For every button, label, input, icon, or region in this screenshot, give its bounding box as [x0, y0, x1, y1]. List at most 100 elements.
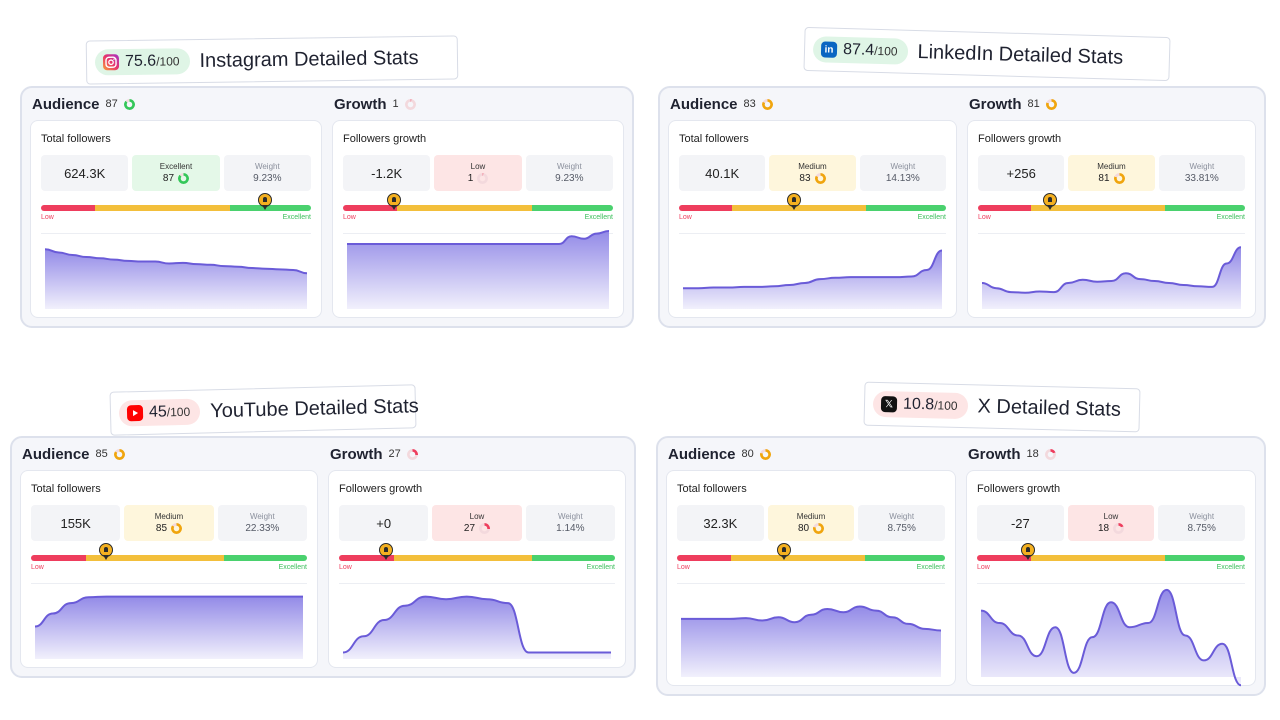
- rating-scale: Low Excellent: [978, 193, 1245, 227]
- rating-label: Medium: [796, 512, 826, 521]
- weight-label: Weight: [1189, 162, 1215, 171]
- metric-rating: Low 18: [1067, 505, 1155, 541]
- weight-label: Weight: [557, 512, 583, 521]
- rating-score-text: 81: [1098, 173, 1110, 184]
- panel-header-instagram: 75.6/100 Instagram Detailed Stats: [85, 35, 459, 85]
- metric-row: -1.2K Low 1 Weight 9.23%: [343, 155, 613, 191]
- scale-excellent-segment: [864, 555, 945, 561]
- audience-title: Audience: [32, 95, 100, 113]
- card-title: Followers growth: [343, 133, 427, 145]
- scale-excellent-segment: [230, 205, 311, 211]
- weight-value: 8.75%: [887, 523, 916, 534]
- overall-score-max: /100: [873, 43, 898, 59]
- rating-scale: Low Excellent: [31, 543, 307, 577]
- growth-section: Growth 1 Followers growth -1.2K Low 1 Weight 9.…: [332, 88, 624, 318]
- growth-score: 27: [388, 448, 401, 460]
- sparkline-area: [681, 606, 941, 677]
- scale-medium-segment: [95, 205, 230, 211]
- audience-score: 87: [105, 98, 118, 110]
- growth-header: Growth 81: [967, 88, 1256, 120]
- score-ring-icon: [479, 523, 491, 534]
- rating-score-text: 18: [1097, 523, 1110, 534]
- score-ring-icon: [1113, 523, 1125, 534]
- avatar-head: [383, 547, 388, 552]
- avatar-marker-icon: [1020, 543, 1035, 560]
- scale-bar: [31, 555, 307, 561]
- avatar-head: [791, 197, 796, 202]
- metric-row: 155K Medium 85 Weight 22.33%: [31, 505, 307, 541]
- score-ring-icon: [1113, 173, 1125, 184]
- score-ring-icon: [761, 98, 773, 110]
- panel-row: Audience 83 Total followers 40.1K Medium 83 We…: [668, 88, 1256, 318]
- rating-scale: Low Excellent: [677, 543, 945, 577]
- weight-label: Weight: [889, 512, 915, 521]
- scale-high-label: Excellent: [586, 564, 615, 571]
- scale-low-segment: [679, 205, 733, 211]
- score-ring-icon: [814, 173, 826, 184]
- card-title: Followers growth: [977, 483, 1061, 495]
- scale-high-label: Excellent: [278, 564, 307, 571]
- weight-value: 8.75%: [1187, 523, 1216, 534]
- metric-weight: Weight 9.23%: [223, 155, 311, 191]
- scale-excellent-segment: [1164, 205, 1245, 211]
- sparkline-area: [347, 231, 609, 309]
- growth-card: Followers growth +0 Low 27 Weight 1.14% Low Exc…: [328, 470, 626, 668]
- sparkline-line: [981, 246, 1242, 294]
- growth-card: Followers growth -27 Low 18 Weight 8.75% Low Ex…: [966, 470, 1256, 687]
- scale-excellent-segment: [224, 555, 307, 561]
- sparkline-area: [981, 589, 1241, 686]
- weight-value: 22.33%: [245, 523, 280, 534]
- scale-bar: [679, 205, 946, 211]
- scale-medium-segment: [730, 555, 865, 561]
- metric-value-text: 32.3K: [703, 515, 738, 531]
- score-ring-icon: [813, 523, 825, 534]
- metric-row: +256 Medium 81 Weight 33.81%: [978, 155, 1245, 191]
- card-title: Total followers: [677, 483, 747, 495]
- avatar-marker-icon: [258, 193, 273, 210]
- sparkline-line: [346, 230, 610, 245]
- panel-row: Audience 87 Total followers 624.3K Excellent…: [30, 88, 624, 318]
- metric-weight: Weight 8.75%: [858, 505, 946, 541]
- growth-section: Growth 18 Followers growth -27 Low 18 Weight 8.…: [966, 438, 1256, 687]
- audience-score: 85: [95, 448, 108, 460]
- linkedin-icon: in: [820, 41, 838, 58]
- overall-score-max: /100: [933, 398, 958, 413]
- sparkline-line: [342, 595, 611, 654]
- panel-title: Instagram Detailed Stats: [199, 46, 419, 72]
- score-ring-icon: [404, 98, 416, 110]
- scale-bar: [677, 555, 945, 561]
- metric-value-text: +0: [376, 515, 392, 531]
- sparkline-line: [681, 605, 942, 632]
- growth-chart: [343, 230, 613, 311]
- growth-chart: [339, 583, 615, 661]
- rating-label: Low: [469, 512, 485, 521]
- audience-title: Audience: [22, 445, 90, 463]
- rating-scale: Low Excellent: [343, 193, 613, 227]
- weight-value: 33.81%: [1184, 173, 1219, 184]
- audience-card: Total followers 40.1K Medium 83 Weight 14.13%…: [668, 120, 957, 318]
- scale-medium-segment: [394, 555, 533, 561]
- audience-card: Total followers 624.3K Excellent 87 Weight 9.…: [30, 120, 322, 318]
- weight-value: 1.14%: [556, 523, 585, 534]
- metric-weight: Weight 1.14%: [525, 505, 615, 541]
- sparkline-line: [980, 588, 1242, 687]
- overall-score-value: 45: [148, 403, 168, 421]
- audience-card: Total followers 155K Medium 85 Weight 22.33% L…: [20, 470, 318, 668]
- scale-low-segment: [31, 555, 87, 561]
- youtube-icon: [126, 404, 144, 422]
- scale-excellent-segment: [532, 205, 613, 211]
- metric-rating: Low 27: [432, 505, 522, 541]
- metric-value-text: -27: [1010, 515, 1030, 531]
- rating-score: 87: [163, 173, 190, 184]
- audience-header: Audience 80: [666, 438, 956, 470]
- scale-low-label: Low: [343, 214, 356, 221]
- scale-medium-segment: [1031, 205, 1165, 211]
- growth-title: Growth: [969, 95, 1022, 113]
- sparkline-svg: [34, 595, 303, 659]
- audience-chart: [41, 233, 311, 311]
- sparkline-svg: [981, 246, 1242, 309]
- audience-chart: [677, 583, 945, 679]
- rating-score-text: 27: [463, 523, 476, 534]
- overall-score: 75.6/100: [125, 52, 180, 71]
- panel-title: YouTube Detailed Stats: [209, 394, 420, 422]
